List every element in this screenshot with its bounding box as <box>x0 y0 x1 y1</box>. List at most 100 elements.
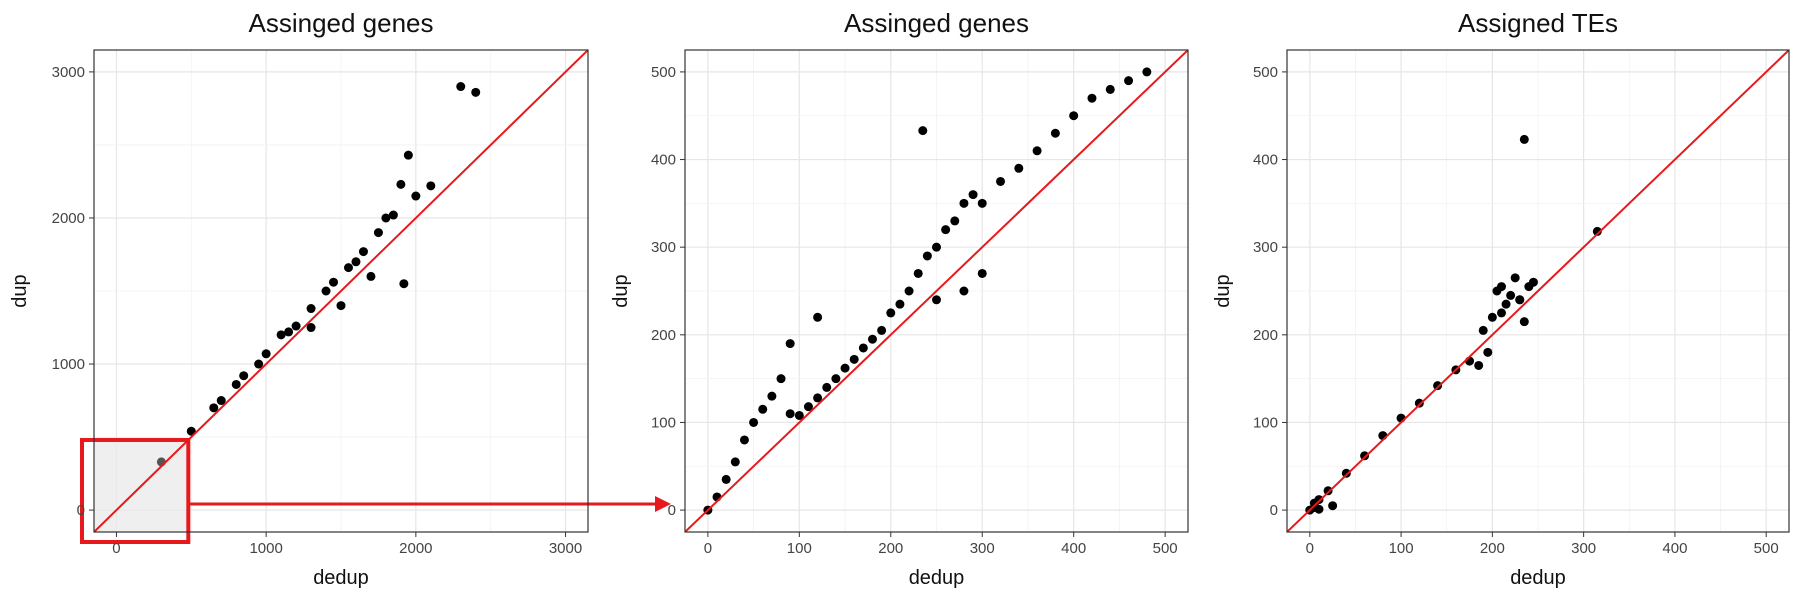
x-tick-label: 0 <box>112 540 120 557</box>
y-tick-label: 0 <box>668 502 676 519</box>
data-point <box>730 457 740 467</box>
panel-border <box>684 49 1189 533</box>
data-point <box>306 304 316 314</box>
data-point <box>381 213 391 223</box>
points-group <box>1305 134 1602 515</box>
x-tick-label: 3000 <box>549 540 582 557</box>
x-axis-title: dedup <box>313 567 369 589</box>
data-point <box>1510 273 1520 283</box>
data-point <box>977 268 987 278</box>
data-point <box>388 210 398 220</box>
data-point <box>959 286 969 296</box>
identity-line <box>1287 50 1789 532</box>
data-point <box>426 181 436 191</box>
data-point <box>794 410 804 420</box>
data-point <box>1496 308 1506 318</box>
identity-line <box>685 50 1188 532</box>
points-group <box>156 82 481 467</box>
data-point <box>1474 360 1484 370</box>
chart-title: Assigned TEs <box>1458 8 1618 38</box>
panel-border <box>93 49 589 533</box>
x-axis-title: dedup <box>909 567 965 589</box>
data-point <box>918 126 928 136</box>
y-tick-label: 0 <box>1270 502 1278 519</box>
x-tick-label: 0 <box>1306 540 1314 557</box>
data-point <box>950 216 960 226</box>
data-point <box>776 374 786 384</box>
panel-border <box>1286 49 1790 533</box>
data-point <box>284 327 294 337</box>
data-point <box>373 228 383 238</box>
data-point <box>1487 312 1497 322</box>
data-point <box>840 363 850 373</box>
y-tick-label: 100 <box>1253 414 1278 431</box>
data-point <box>813 393 823 403</box>
y-tick-label: 400 <box>651 152 676 169</box>
data-point <box>813 312 823 322</box>
data-point <box>822 382 832 392</box>
data-point <box>1519 317 1529 327</box>
data-point <box>231 379 241 389</box>
y-axis-title: dup <box>1212 274 1234 307</box>
data-point <box>1069 111 1079 121</box>
data-point <box>261 349 271 359</box>
x-tick-label: 100 <box>1389 540 1414 557</box>
data-point <box>1124 76 1134 86</box>
data-point <box>1360 451 1370 461</box>
data-point <box>1341 468 1351 478</box>
data-point <box>403 150 413 160</box>
y-tick-label: 500 <box>1253 64 1278 81</box>
data-point <box>1515 295 1525 305</box>
data-point <box>456 82 466 92</box>
chart-panel-2: 0 100 200 300 400 500 0 100 200 300 400 500 Assinged… <box>610 8 1189 589</box>
x-tick-label: 100 <box>787 540 812 557</box>
data-point <box>877 325 887 335</box>
points-group <box>703 67 1152 515</box>
data-point <box>932 295 941 305</box>
data-point <box>886 308 896 318</box>
data-point <box>803 402 813 412</box>
data-point <box>1592 226 1602 236</box>
chart-panel-1: 0 1000 2000 3000 0 1000 2000 3000 Assinged genes… <box>9 8 671 589</box>
x-axis-title: dedup <box>1510 567 1566 589</box>
x-tick-label: 300 <box>1571 540 1596 557</box>
data-point <box>849 354 859 364</box>
data-point <box>1519 134 1529 144</box>
data-point <box>1433 381 1443 391</box>
y-tick-label: 200 <box>651 327 676 344</box>
data-point <box>1032 146 1042 156</box>
reference-line-group <box>94 50 588 532</box>
x-tick-label: 0 <box>704 540 712 557</box>
data-point <box>239 371 249 381</box>
data-point <box>1483 347 1493 357</box>
zoom-box <box>80 437 191 544</box>
data-point <box>336 301 346 311</box>
data-point <box>1506 290 1516 300</box>
x-tick-label: 500 <box>1754 540 1779 557</box>
data-point <box>351 257 361 267</box>
data-point <box>396 179 406 189</box>
y-tick-label: 400 <box>1253 152 1278 169</box>
data-point <box>216 396 226 406</box>
x-tick-label: 200 <box>1480 540 1505 557</box>
data-point <box>291 321 301 331</box>
data-point <box>471 87 481 97</box>
y-tick-label: 3000 <box>52 64 85 81</box>
data-point <box>785 339 795 349</box>
data-point <box>1328 501 1338 511</box>
zoom-arrow-head <box>655 496 671 512</box>
data-point <box>721 474 731 484</box>
chart-title: Assinged genes <box>248 8 433 38</box>
data-point <box>959 198 969 208</box>
x-tick-label: 500 <box>1153 540 1178 557</box>
data-point <box>1414 398 1424 408</box>
data-point <box>366 271 376 281</box>
data-point <box>739 435 749 445</box>
x-tick-label: 400 <box>1061 540 1086 557</box>
data-point <box>209 403 219 413</box>
y-tick-label: 200 <box>1253 327 1278 344</box>
data-point <box>968 190 978 200</box>
data-point <box>329 277 339 287</box>
data-point <box>767 391 777 401</box>
